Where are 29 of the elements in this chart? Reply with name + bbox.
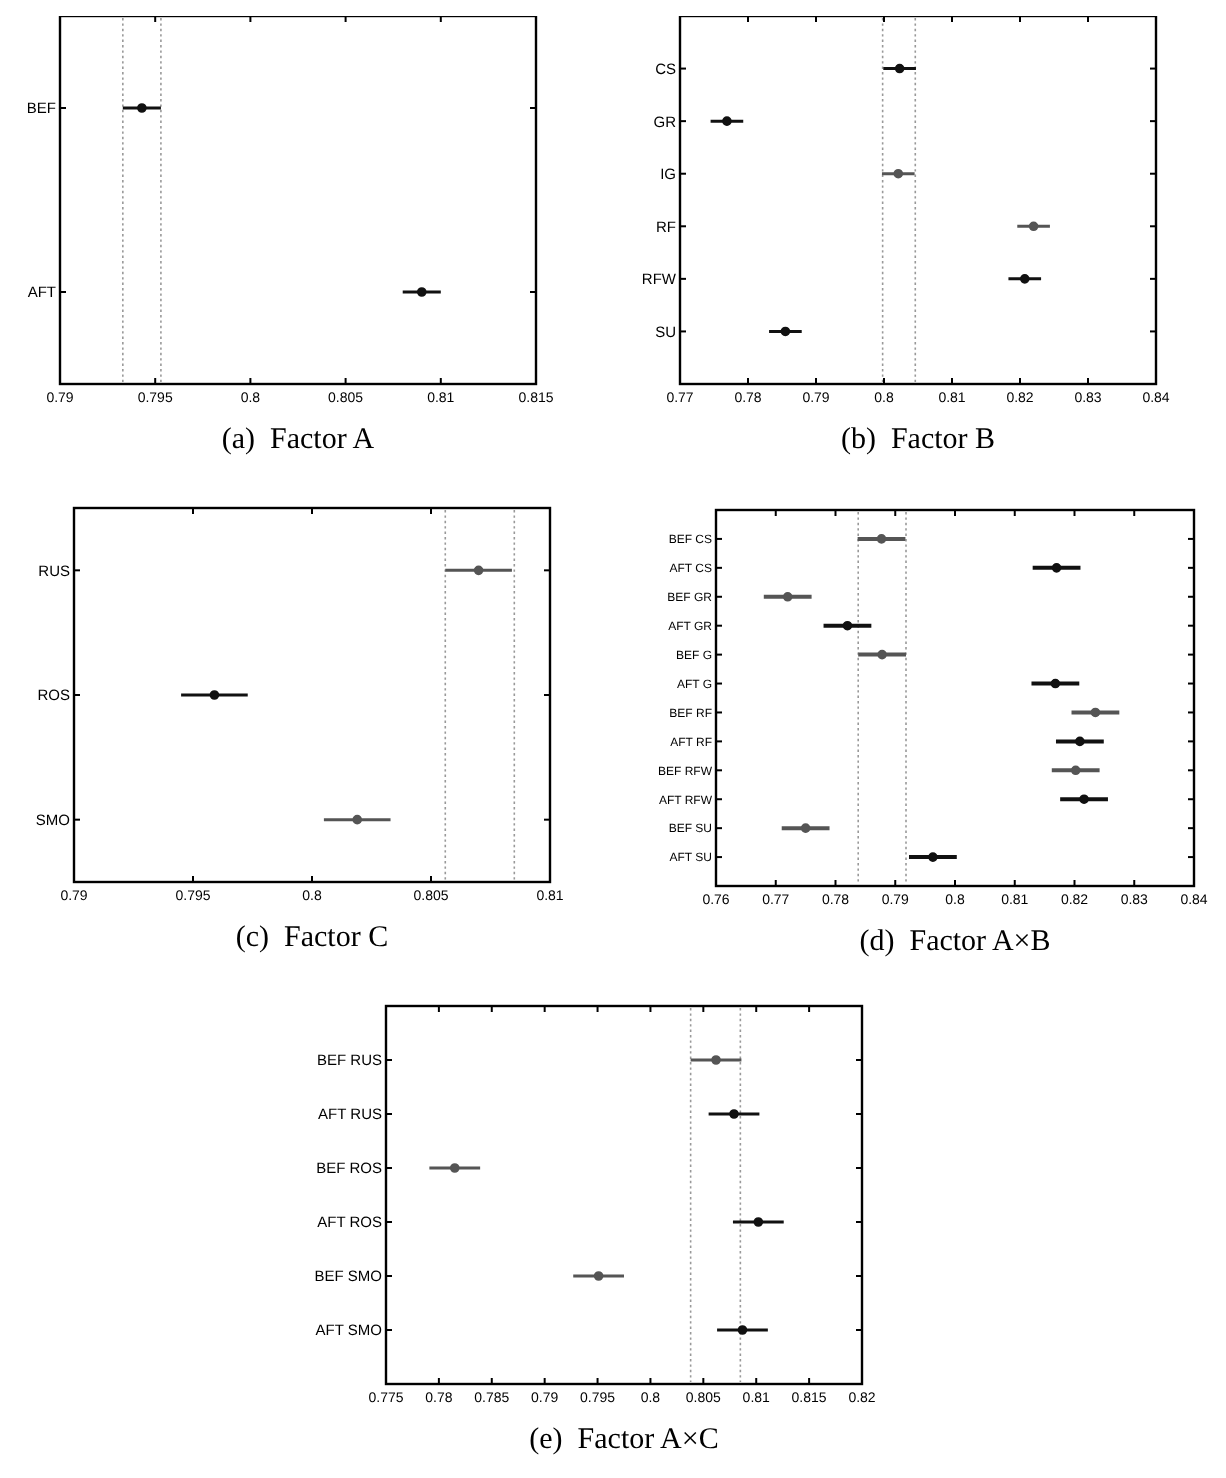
point xyxy=(711,1055,721,1065)
point xyxy=(928,852,938,862)
point xyxy=(593,1271,604,1281)
point xyxy=(1050,678,1061,689)
point xyxy=(800,823,811,833)
point xyxy=(1019,274,1030,284)
point xyxy=(1079,794,1089,805)
text: (b) Factor B xyxy=(840,424,996,456)
point xyxy=(782,591,793,602)
point xyxy=(449,1163,460,1173)
point xyxy=(737,1325,748,1335)
point xyxy=(842,620,853,631)
text: (d) Factor A×B xyxy=(859,926,1051,958)
point xyxy=(1051,563,1062,573)
text: (e) Factor A×C xyxy=(529,1424,719,1456)
point xyxy=(877,649,887,660)
point xyxy=(893,168,904,179)
text: (a) Factor A xyxy=(221,424,375,456)
point xyxy=(753,1217,764,1227)
point xyxy=(780,326,791,337)
text: (c) Factor C xyxy=(235,922,389,954)
point xyxy=(876,534,887,544)
point xyxy=(1028,221,1039,232)
point xyxy=(722,116,732,126)
point xyxy=(1070,765,1081,776)
point xyxy=(729,1109,739,1119)
point xyxy=(1075,736,1085,747)
point xyxy=(1090,707,1101,718)
point xyxy=(894,63,905,74)
